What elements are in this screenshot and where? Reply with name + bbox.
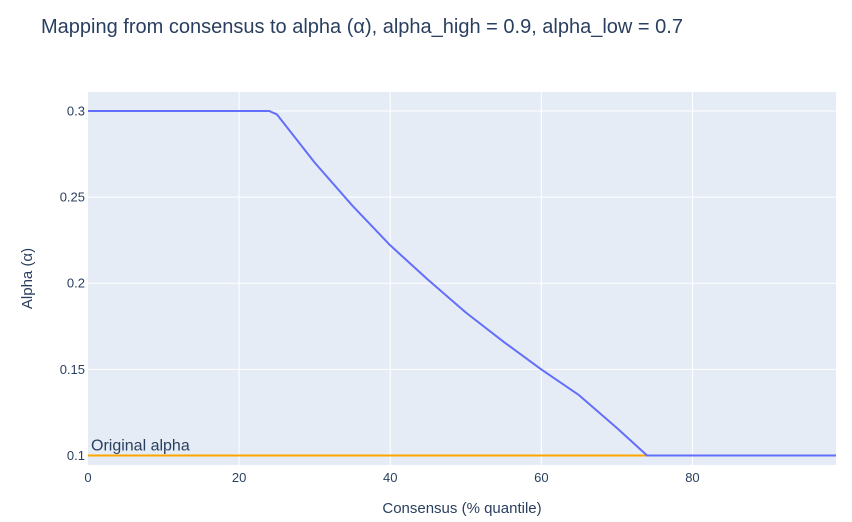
y-axis-title: Alpha (α)	[19, 248, 36, 309]
series-line	[88, 110, 836, 457]
x-tick-label: 20	[232, 470, 246, 485]
series-lines	[88, 110, 836, 457]
y-tick-label: 0.25	[60, 190, 85, 205]
plot-area	[88, 92, 836, 465]
chart-title: Mapping from consensus to alpha (α), alp…	[41, 16, 683, 38]
x-tick-label: 60	[534, 470, 548, 485]
x-tick-label: 80	[685, 470, 699, 485]
y-tick-label: 0.1	[67, 448, 85, 463]
y-tick-label: 0.2	[67, 276, 85, 291]
y-tick-label: 0.3	[67, 103, 85, 118]
x-axis-title: Consensus (% quantile)	[382, 500, 541, 517]
y-tick-label: 0.15	[60, 362, 85, 377]
x-tick-label: 0	[84, 470, 91, 485]
x-tick-label: 40	[383, 470, 397, 485]
x-axis-ticks: 0 20 40 60 80	[84, 470, 699, 485]
y-axis-ticks: 0.1 0.15 0.2 0.25 0.3	[60, 103, 85, 463]
reference-line-label: Original alpha	[91, 438, 190, 455]
